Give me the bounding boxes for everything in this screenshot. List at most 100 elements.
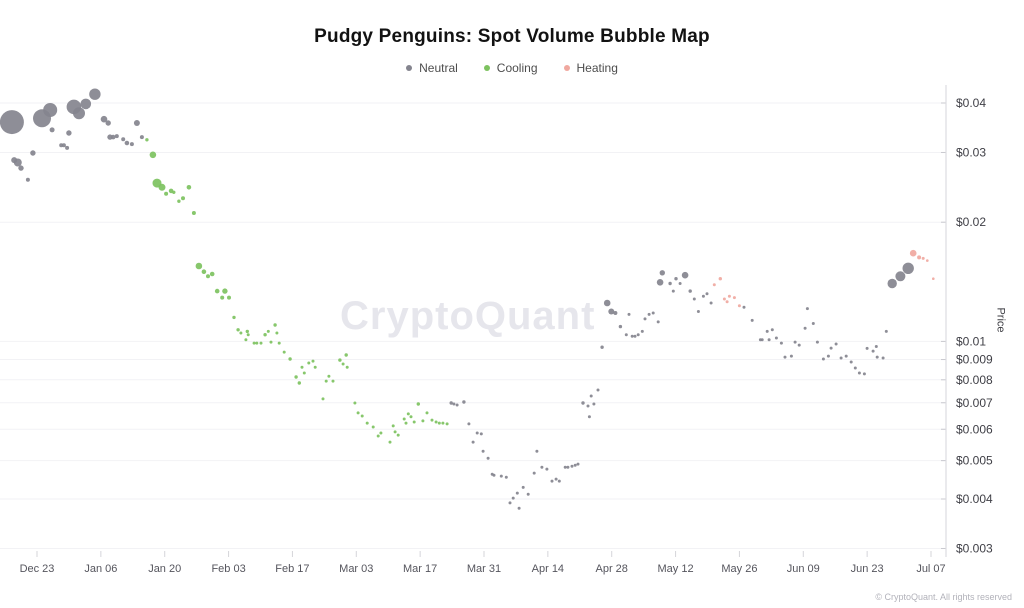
- bubble-neutral[interactable]: [515, 491, 519, 495]
- bubble-neutral[interactable]: [129, 142, 134, 147]
- bubble-neutral[interactable]: [853, 366, 857, 370]
- bubble-neutral[interactable]: [636, 333, 640, 337]
- bubble-neutral[interactable]: [656, 320, 660, 324]
- bubble-neutral[interactable]: [750, 318, 754, 322]
- bubble-neutral[interactable]: [709, 301, 713, 305]
- bubble-neutral[interactable]: [742, 305, 746, 309]
- bubble-heating[interactable]: [727, 294, 731, 298]
- bubble-cooling[interactable]: [288, 357, 292, 361]
- bubble-cooling[interactable]: [338, 358, 342, 362]
- bubble-neutral[interactable]: [815, 340, 819, 344]
- bubble-cooling[interactable]: [177, 199, 181, 203]
- bubble-cooling[interactable]: [430, 418, 434, 422]
- bubble-neutral[interactable]: [65, 145, 70, 150]
- bubble-neutral[interactable]: [765, 329, 769, 333]
- bubble-cooling[interactable]: [227, 295, 231, 300]
- bubble-neutral[interactable]: [884, 329, 888, 333]
- bubble-neutral[interactable]: [821, 357, 825, 361]
- bubble-cooling[interactable]: [313, 365, 317, 369]
- bubble-neutral[interactable]: [902, 262, 914, 274]
- bubble-cooling[interactable]: [409, 415, 413, 419]
- bubble-neutral[interactable]: [624, 333, 628, 337]
- bubble-neutral[interactable]: [526, 492, 530, 496]
- bubble-cooling[interactable]: [269, 340, 273, 344]
- bubble-heating[interactable]: [712, 283, 716, 287]
- bubble-neutral[interactable]: [608, 308, 615, 315]
- bubble-cooling[interactable]: [388, 440, 392, 444]
- bubble-neutral[interactable]: [517, 506, 521, 510]
- bubble-neutral[interactable]: [668, 281, 672, 286]
- bubble-neutral[interactable]: [783, 355, 787, 359]
- bubble-neutral[interactable]: [844, 354, 848, 358]
- bubble-neutral[interactable]: [805, 307, 809, 311]
- bubble-neutral[interactable]: [455, 403, 459, 407]
- bubble-cooling[interactable]: [412, 420, 416, 424]
- bubble-cooling[interactable]: [282, 350, 286, 354]
- bubble-neutral[interactable]: [30, 150, 36, 156]
- bubble-neutral[interactable]: [774, 336, 778, 340]
- bubble-neutral[interactable]: [849, 360, 853, 364]
- bubble-neutral[interactable]: [688, 289, 692, 293]
- bubble-neutral[interactable]: [871, 349, 875, 353]
- bubble-cooling[interactable]: [344, 353, 348, 357]
- bubble-neutral[interactable]: [692, 297, 696, 301]
- legend-item-neutral[interactable]: Neutral: [406, 61, 458, 75]
- bubble-cooling[interactable]: [158, 183, 166, 191]
- bubble-neutral[interactable]: [600, 345, 604, 349]
- bubble-neutral[interactable]: [462, 400, 466, 404]
- bubble-cooling[interactable]: [404, 421, 408, 425]
- bubble-neutral[interactable]: [705, 292, 709, 296]
- bubble-neutral[interactable]: [121, 137, 126, 142]
- bubble-cooling[interactable]: [209, 271, 215, 277]
- bubble-neutral[interactable]: [811, 322, 815, 325]
- bubble-neutral[interactable]: [467, 422, 471, 426]
- bubble-cooling[interactable]: [360, 414, 364, 418]
- bubble-cooling[interactable]: [437, 421, 441, 425]
- bubble-cooling[interactable]: [220, 295, 225, 300]
- bubble-cooling[interactable]: [145, 138, 149, 142]
- bubble-heating[interactable]: [722, 297, 726, 301]
- bubble-cooling[interactable]: [391, 424, 395, 428]
- bubble-neutral[interactable]: [114, 134, 119, 139]
- bubble-neutral[interactable]: [643, 317, 647, 321]
- bubble-neutral[interactable]: [492, 473, 496, 477]
- bubble-cooling[interactable]: [239, 331, 243, 335]
- legend-item-heating[interactable]: Heating: [563, 61, 618, 75]
- bubble-neutral[interactable]: [566, 465, 570, 469]
- bubble-neutral[interactable]: [576, 462, 580, 466]
- bubble-heating[interactable]: [909, 249, 917, 257]
- bubble-neutral[interactable]: [647, 312, 651, 316]
- bubble-neutral[interactable]: [557, 479, 561, 483]
- bubble-neutral[interactable]: [834, 342, 838, 346]
- bubble-cooling[interactable]: [331, 379, 335, 383]
- bubble-neutral[interactable]: [592, 402, 596, 406]
- bubble-cooling[interactable]: [379, 431, 383, 435]
- bubble-cooling[interactable]: [327, 374, 331, 378]
- bubble-cooling[interactable]: [277, 341, 281, 345]
- bubble-neutral[interactable]: [767, 338, 771, 342]
- bubble-neutral[interactable]: [89, 88, 101, 100]
- bubble-neutral[interactable]: [471, 440, 475, 444]
- bubble-neutral[interactable]: [0, 110, 24, 135]
- bubble-neutral[interactable]: [25, 177, 30, 182]
- bubble-cooling[interactable]: [307, 361, 311, 365]
- bubble-cooling[interactable]: [402, 417, 406, 421]
- bubble-neutral[interactable]: [587, 415, 591, 419]
- bubble-neutral[interactable]: [563, 465, 567, 469]
- bubble-heating[interactable]: [737, 304, 741, 308]
- bubble-neutral[interactable]: [586, 404, 590, 408]
- bubble-cooling[interactable]: [222, 288, 228, 294]
- bubble-neutral[interactable]: [545, 467, 549, 471]
- bubble-cooling[interactable]: [172, 190, 176, 194]
- bubble-neutral[interactable]: [797, 343, 801, 347]
- bubble-cooling[interactable]: [425, 411, 429, 415]
- bubble-cooling[interactable]: [266, 329, 270, 333]
- bubble-cooling[interactable]: [371, 425, 375, 429]
- bubble-neutral[interactable]: [803, 326, 807, 330]
- bubble-cooling[interactable]: [365, 421, 369, 425]
- bubble-cooling[interactable]: [214, 288, 220, 294]
- bubble-neutral[interactable]: [61, 143, 66, 148]
- bubble-neutral[interactable]: [839, 356, 843, 360]
- bubble-neutral[interactable]: [770, 328, 774, 332]
- bubble-neutral[interactable]: [486, 456, 490, 460]
